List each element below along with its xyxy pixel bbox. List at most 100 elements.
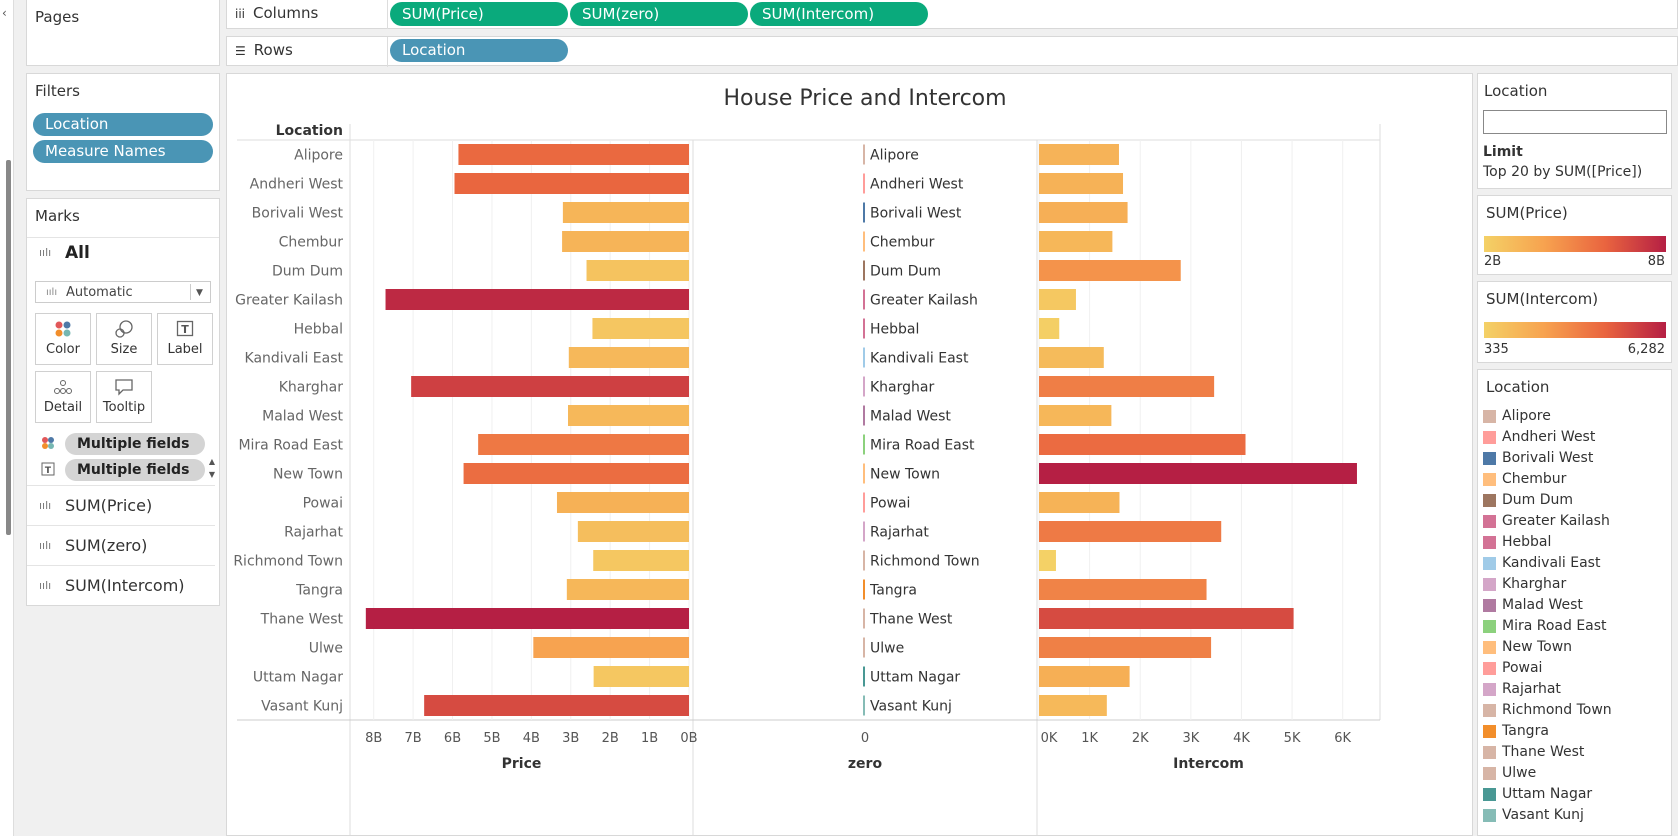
zero-mark (863, 550, 865, 571)
marks-card-label: SUM(Price) (65, 496, 153, 515)
intercom-bar (1039, 405, 1112, 426)
chart-svg: House Price and Intercom Location 8B 7B 6B 5B… (233, 86, 1381, 835)
legend-item[interactable]: Ulwe (1478, 763, 1536, 783)
pages-title: Pages (35, 8, 80, 26)
collapse-arrow-icon[interactable]: ‹ (2, 6, 7, 20)
filter-pill-location[interactable]: Location (33, 113, 213, 136)
intercom-tick-label: 2K (1132, 731, 1149, 746)
location-legend-list: Alipore Andheri West Borivali West Chembur D… (1478, 406, 1671, 836)
price-bar (562, 202, 689, 223)
legend-item-label: Borivali West (1502, 450, 1594, 466)
price-legend-max: 8B (1647, 254, 1665, 269)
price-tick-label: 3B (562, 731, 579, 746)
columns-shelf[interactable]: iii Columns SUM(Price) SUM(zero) SUM(Inte… (226, 0, 1678, 29)
mark-type-value: Automatic (66, 285, 133, 300)
legend-item[interactable]: Greater Kailash (1478, 511, 1610, 531)
zero-mark (863, 231, 865, 252)
zero-pane-label: Greater Kailash (870, 293, 978, 309)
detail-button[interactable]: Detail (35, 371, 91, 423)
row-label: Chembur (279, 235, 344, 251)
rows-shelf-label: ☰ Rows (235, 41, 293, 59)
intercom-legend-max: 6,282 (1627, 342, 1665, 357)
zero-pane-label: Kandivali East (870, 351, 969, 367)
rows-pill-location[interactable]: Location (390, 39, 568, 62)
legend-item[interactable]: Dum Dum (1478, 490, 1573, 510)
legend-item-label: Ulwe (1502, 765, 1537, 781)
intercom-bar (1039, 434, 1246, 455)
legend-item[interactable]: Richmond Town (1478, 700, 1612, 720)
zero-pane-label: Vasant Kunj (870, 699, 952, 715)
rows-shelf[interactable]: ☰ Rows Location (226, 36, 1678, 67)
marks-card-price[interactable]: ıılı SUM(Price) (27, 485, 215, 525)
legend-item[interactable]: Thane West (1478, 742, 1584, 762)
label-button[interactable]: T Label (157, 313, 213, 365)
legend-item[interactable]: Tangra (1478, 721, 1549, 741)
legend-item[interactable]: Alipore (1478, 406, 1551, 426)
legend-swatch (1483, 557, 1496, 570)
marks-all-label: All (65, 243, 90, 263)
location-color-legend: Location Alipore Andheri West Borivali Wes… (1477, 369, 1672, 836)
marks-card-intercom[interactable]: ıılı SUM(Intercom) (27, 565, 215, 605)
location-legend-title: Location (1486, 378, 1550, 396)
bar-chart-icon: ıılı (39, 539, 52, 552)
svg-text:T: T (45, 466, 52, 476)
legend-swatch (1483, 515, 1496, 528)
intercom-bar (1039, 521, 1222, 542)
legend-item[interactable]: Malad West (1478, 595, 1583, 615)
bar-chart-icon: ıılı (46, 287, 58, 298)
legend-item[interactable]: Hebbal (1478, 532, 1551, 552)
label-field-pill[interactable]: Multiple fields (65, 459, 205, 481)
text-label-icon: T (158, 320, 212, 340)
intercom-bar (1039, 376, 1215, 397)
zero-mark (863, 202, 865, 223)
color-button[interactable]: Color (35, 313, 91, 365)
legend-item[interactable]: Kandivali East (1478, 553, 1600, 573)
legend-item[interactable]: Powai (1478, 658, 1542, 678)
tooltip-button-label: Tooltip (102, 400, 146, 415)
columns-pill-price[interactable]: SUM(Price) (390, 2, 568, 26)
bar-chart-icon: ıılı (39, 246, 52, 259)
legend-item[interactable]: Andheri West (1478, 427, 1595, 447)
legend-item[interactable]: Mira Road East (1478, 616, 1607, 636)
marks-panel: Marks ıılı All ıılı Automatic ▼ Color Si… (26, 198, 220, 606)
legend-item[interactable]: Rajarhat (1478, 679, 1561, 699)
legend-item[interactable]: Vasant Kunj (1478, 805, 1584, 825)
mark-type-dropdown[interactable]: ıılı Automatic ▼ (35, 281, 211, 303)
columns-pill-zero[interactable]: SUM(zero) (570, 2, 748, 26)
location-filter-input[interactable] (1483, 110, 1667, 134)
label-button-label: Label (167, 342, 203, 357)
legend-item[interactable]: Kharghar (1478, 574, 1566, 594)
legend-swatch (1483, 578, 1496, 591)
price-axis-title: Price (502, 756, 542, 772)
row-label: Borivali West (252, 206, 344, 222)
legend-swatch (1483, 725, 1496, 738)
filter-pill-measure-names[interactable]: Measure Names (33, 140, 213, 163)
price-bar (577, 521, 689, 542)
shelf-divider (387, 0, 388, 29)
intercom-tick-label: 6K (1334, 731, 1351, 746)
intercom-legend-title: SUM(Intercom) (1486, 290, 1599, 308)
legend-item-label: Greater Kailash (1502, 513, 1610, 529)
legend-item-label: Powai (1502, 660, 1543, 676)
zero-pane-label: New Town (870, 467, 940, 483)
legend-item[interactable]: New Town (1478, 637, 1572, 657)
tooltip-button[interactable]: Tooltip (96, 371, 152, 423)
vertical-scrollbar[interactable] (6, 160, 11, 535)
color-field-pill[interactable]: Multiple fields (65, 433, 205, 455)
zero-mark (863, 463, 865, 484)
legend-item[interactable]: Borivali West (1478, 448, 1593, 468)
marks-card-all[interactable]: ıılı All (27, 237, 219, 272)
intercom-tick-label: 0K (1041, 731, 1058, 746)
row-label: Dum Dum (272, 264, 343, 280)
marks-card-zero[interactable]: ıılı SUM(zero) (27, 525, 215, 565)
zero-pane-label: Andheri West (870, 177, 964, 193)
legend-item[interactable]: Uttam Nagar (1478, 784, 1592, 804)
legend-item-label: Thane West (1502, 744, 1585, 760)
legend-swatch (1483, 641, 1496, 654)
marks-fields-scrollbar[interactable]: ▲ ▼ (208, 457, 216, 479)
color-dots-icon (41, 435, 55, 454)
columns-pill-intercom[interactable]: SUM(Intercom) (750, 2, 928, 26)
size-button[interactable]: Size (96, 313, 152, 365)
legend-item[interactable]: Chembur (1478, 469, 1566, 489)
price-bar (562, 231, 689, 252)
